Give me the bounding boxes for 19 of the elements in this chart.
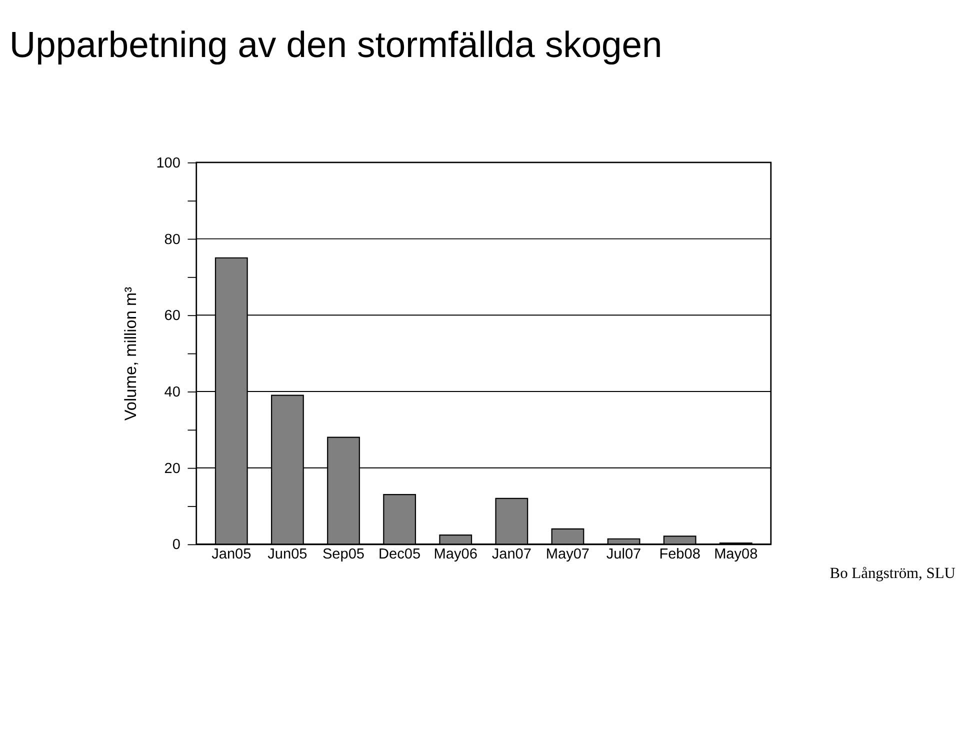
x-tick-label: Jan07 [492, 546, 532, 562]
y-axis-title: Volume, million m³ [122, 286, 140, 421]
x-tick-label: Jul07 [606, 546, 642, 562]
y-tick-label: 60 [164, 308, 180, 324]
y-tick-label: 40 [164, 384, 180, 400]
text: Bo Långström, SLU [830, 564, 956, 582]
y-tick-label: 0 [172, 537, 180, 554]
x-tick-label: Jan05 [212, 546, 252, 562]
x-tick-label: May08 [714, 546, 758, 562]
y-tick-label: 80 [164, 232, 180, 248]
x-tick-label: May07 [546, 546, 590, 562]
y-tick-label: 20 [164, 460, 180, 477]
x-tick-label: Dec05 [378, 546, 421, 562]
x-tick-label: May06 [434, 546, 478, 562]
x-tick-label: Sep05 [322, 546, 365, 562]
x-tick-label: Feb08 [659, 546, 700, 562]
x-tick-label: Jun05 [268, 546, 308, 562]
chart-title: Upparbetning av den stormfällda skogen [9, 24, 662, 65]
y-tick-label: 100 [156, 155, 180, 172]
